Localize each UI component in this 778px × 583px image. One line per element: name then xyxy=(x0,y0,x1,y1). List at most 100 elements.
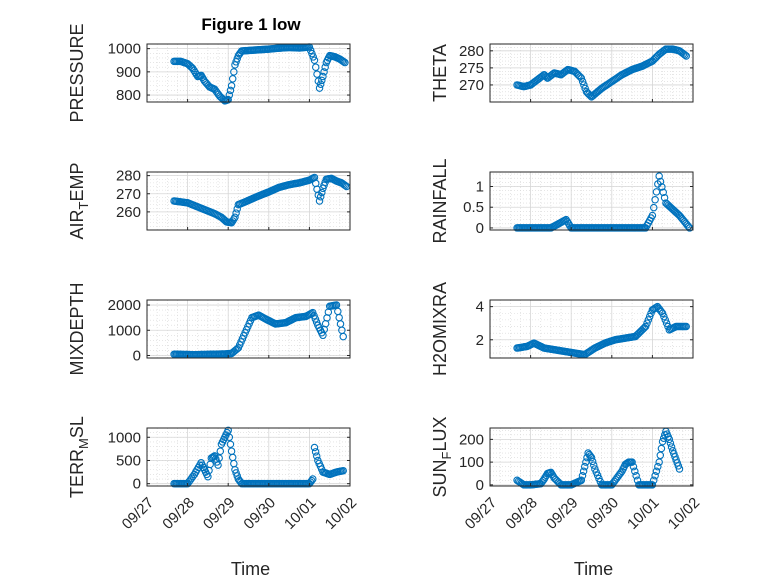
data-point xyxy=(319,72,327,81)
subplot-h2omixra: 2 4 H2OMIXRA xyxy=(430,282,694,376)
data-point xyxy=(309,475,317,483)
data-point xyxy=(316,80,325,88)
data-series xyxy=(513,427,684,489)
data-point xyxy=(224,426,232,435)
x-axis-label: Time xyxy=(231,559,270,579)
y-tick-label: 200 xyxy=(459,431,484,448)
data-point xyxy=(648,481,657,489)
data-point xyxy=(542,73,551,81)
y-tick-label: 0.5 xyxy=(463,199,484,216)
data-point xyxy=(311,63,320,71)
data-point xyxy=(318,76,326,85)
data-series xyxy=(170,43,349,105)
data-point xyxy=(315,84,324,92)
data-point xyxy=(656,177,665,186)
axes-frame xyxy=(146,427,351,487)
y-tick-label: 2000 xyxy=(108,297,141,314)
y-axis-label: AIRTEMP xyxy=(67,163,91,240)
y-tick-label: 500 xyxy=(116,452,141,469)
data-point xyxy=(307,476,316,485)
data-point xyxy=(339,332,347,341)
axes-frame xyxy=(489,299,694,359)
data-point xyxy=(339,57,348,66)
data-point xyxy=(226,440,235,448)
data-point xyxy=(188,64,197,73)
data-point xyxy=(190,66,198,75)
y-tick-label: 280 xyxy=(459,43,484,60)
data-point xyxy=(318,188,326,197)
data-point xyxy=(316,193,325,201)
y-tick-label: 100 xyxy=(459,454,484,471)
data-point xyxy=(655,172,663,180)
data-point xyxy=(227,82,236,90)
data-point xyxy=(681,51,689,59)
y-tick-label: 900 xyxy=(116,64,141,81)
y-tick-label: 275 xyxy=(459,60,484,77)
data-point xyxy=(186,62,194,70)
data-point xyxy=(580,81,588,89)
data-point xyxy=(631,467,639,475)
data-point xyxy=(661,316,670,324)
data-point xyxy=(649,476,658,485)
data-point xyxy=(673,209,681,217)
data-point xyxy=(312,452,321,460)
y-tick-label: 2 xyxy=(476,332,484,349)
x-axis-label: Time xyxy=(574,559,613,579)
data-point xyxy=(641,322,650,331)
data-point xyxy=(628,458,636,466)
data-point xyxy=(644,316,653,324)
y-tick-label: 1 xyxy=(476,179,484,196)
data-point xyxy=(657,444,666,453)
axes-background xyxy=(147,300,350,358)
data-point xyxy=(577,74,586,82)
data-point xyxy=(231,213,239,222)
y-axis-label: PRESSURE xyxy=(67,23,87,122)
data-point xyxy=(310,56,319,64)
axes-frame xyxy=(146,299,351,359)
data-point xyxy=(629,462,638,471)
data-point xyxy=(311,448,320,456)
data-point xyxy=(577,476,586,485)
y-tick-label: 0 xyxy=(133,347,141,364)
data-point xyxy=(216,447,225,455)
data-point xyxy=(658,309,667,318)
data-series xyxy=(513,172,694,232)
data-point xyxy=(662,319,671,327)
y-tick-label: 1000 xyxy=(108,429,141,446)
data-point xyxy=(225,91,234,99)
data-point xyxy=(616,469,625,477)
data-point xyxy=(228,75,237,83)
data-point xyxy=(643,319,651,327)
data-point xyxy=(632,331,641,339)
data-point xyxy=(638,326,646,334)
data-point xyxy=(579,467,588,475)
data-point xyxy=(651,472,659,480)
data-point xyxy=(652,467,661,475)
y-tick-label: 0 xyxy=(133,476,141,493)
subplot-mixdepth: 0 1000 2000 MIXDEPTH xyxy=(67,282,351,376)
data-point xyxy=(588,457,597,466)
data-point xyxy=(660,312,668,321)
y-tick-label: 800 xyxy=(116,87,141,104)
y-tick-label: 260 xyxy=(116,204,141,221)
data-point xyxy=(232,209,240,217)
subplot-pressure: 800 900 1000 PRESSURE xyxy=(67,23,351,123)
data-point xyxy=(315,197,324,205)
data-point xyxy=(214,461,222,469)
data-point xyxy=(658,183,666,191)
data-point xyxy=(578,77,587,86)
data-point xyxy=(339,466,347,475)
axes-frame xyxy=(489,171,694,231)
y-axis-label: MIXDEPTH xyxy=(67,282,87,375)
grid xyxy=(490,428,693,486)
data-point xyxy=(224,95,232,104)
axes-frame xyxy=(489,427,694,487)
axes-frame xyxy=(489,43,694,103)
data-point xyxy=(659,188,667,197)
y-axis-label: H2OMIXRA xyxy=(430,282,450,376)
data-point xyxy=(645,312,654,321)
figure-title: Figure 1 low xyxy=(201,15,301,34)
